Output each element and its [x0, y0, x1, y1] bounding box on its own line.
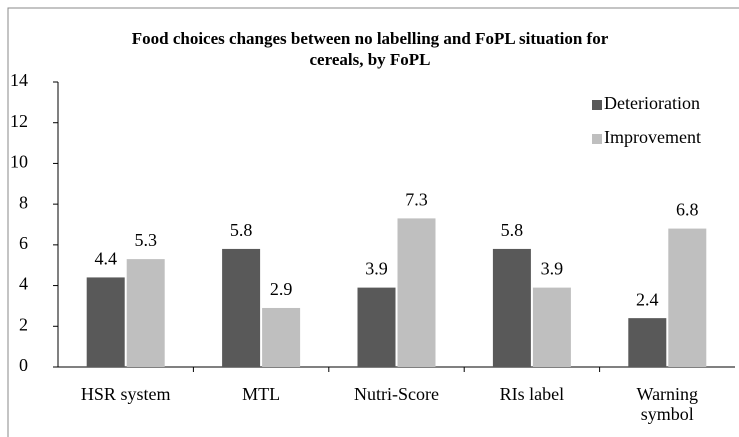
value-label: 4.4: [94, 249, 117, 269]
legend-swatch: [592, 100, 602, 110]
y-tick-label: 8: [19, 192, 28, 212]
value-label: 2.4: [636, 289, 659, 309]
value-label: 2.9: [270, 279, 293, 299]
x-tick-label: HSR system: [80, 384, 171, 404]
y-tick-label: 12: [10, 111, 28, 131]
bar: [86, 277, 125, 367]
bar: [668, 228, 707, 367]
chart-border: [7, 7, 739, 437]
value-label: 5.8: [230, 220, 253, 240]
bar: [628, 318, 667, 367]
x-tick-label: Nutri-Score: [354, 384, 439, 404]
value-label: 3.9: [365, 259, 388, 279]
value-label: 7.3: [405, 190, 428, 210]
value-label: 5.8: [501, 220, 524, 240]
value-label: 5.3: [134, 230, 157, 250]
bar: [262, 307, 301, 367]
y-tick-label: 2: [19, 314, 28, 334]
y-tick-label: 0: [19, 355, 28, 375]
chart-title: Food choices changes between no labellin…: [131, 29, 609, 69]
value-label: 6.8: [676, 200, 699, 220]
bar: [222, 248, 261, 367]
y-tick-label: 14: [10, 70, 28, 90]
bar: [532, 287, 571, 367]
x-tick-label: RIs label: [499, 384, 565, 404]
bar: [357, 287, 396, 367]
legend-swatch: [592, 134, 602, 144]
x-tick-label: Warning symbol: [636, 384, 699, 424]
x-tick-label: MTL: [242, 384, 281, 404]
y-tick-label: 4: [19, 274, 28, 294]
legend-label: Improvement: [604, 127, 701, 147]
value-label: 3.9: [541, 259, 564, 279]
y-tick-label: 10: [10, 152, 28, 172]
legend-label: Deterioration: [604, 93, 700, 113]
bar: [126, 259, 165, 367]
bar: [492, 248, 531, 367]
bar: [397, 218, 436, 367]
y-tick-label: 6: [19, 233, 28, 253]
